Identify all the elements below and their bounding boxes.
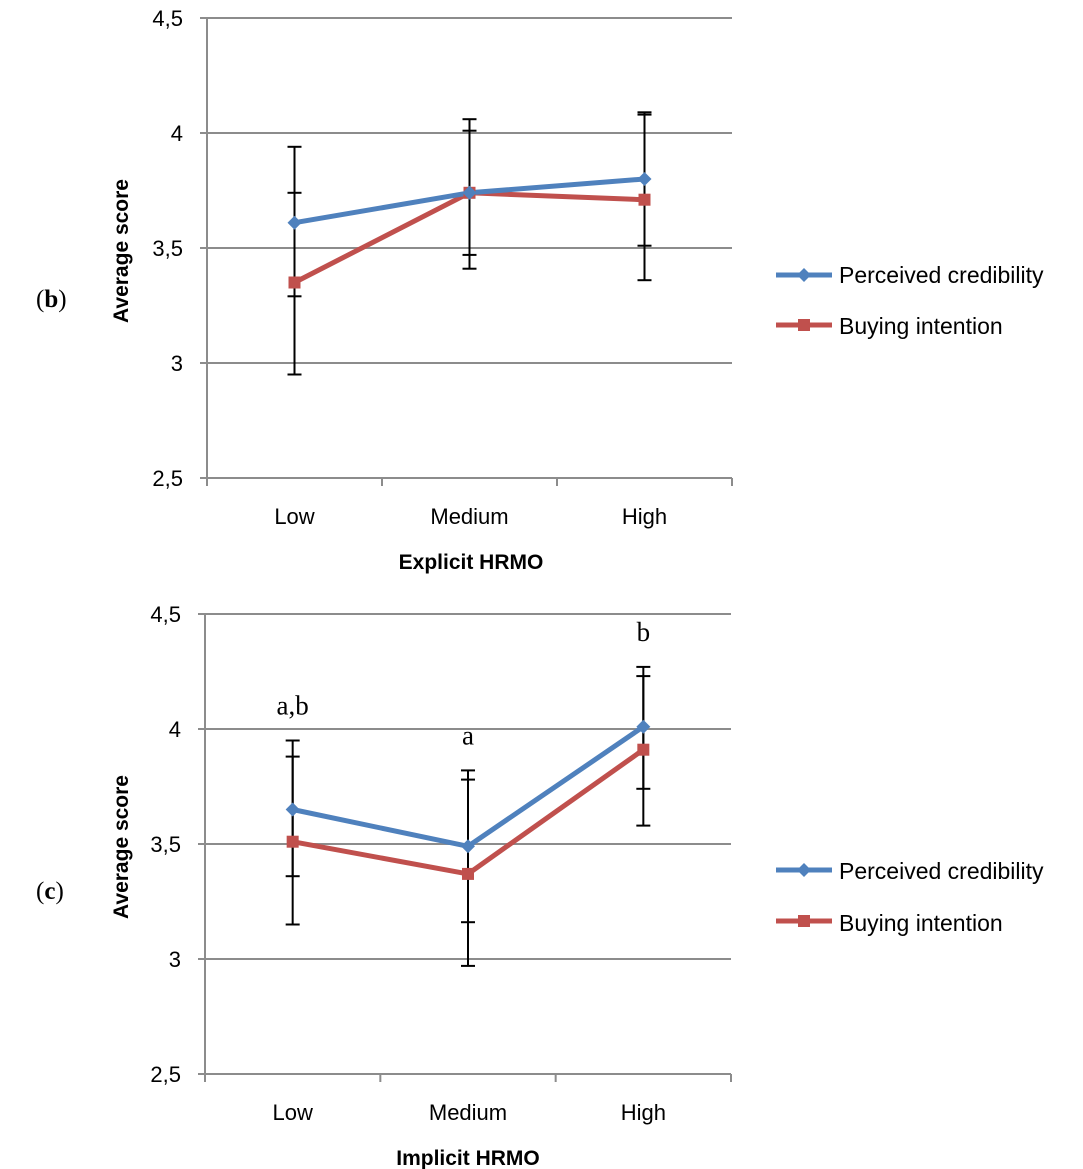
y-axis-title: Average score — [110, 775, 133, 919]
annotations: a,b a b — [277, 617, 651, 751]
y-tick-labels: 2,5 3 3,5 4 4,5 — [152, 6, 183, 491]
y-tick-label: 4 — [169, 717, 181, 742]
error-bars — [285, 665, 651, 967]
legend-marker-diamond — [797, 863, 811, 877]
y-tick-label: 2,5 — [152, 466, 183, 491]
y-tick-label: 3,5 — [150, 832, 181, 857]
data-point-perceived-credibility — [636, 719, 651, 734]
data-point-perceived-credibility — [461, 839, 475, 854]
x-category-label: High — [622, 504, 667, 529]
legend: Perceived credibility Buying intention — [776, 262, 1044, 339]
legend-marker-square — [798, 915, 810, 927]
legend-item-buying-intention: Buying intention — [776, 910, 1003, 936]
error-bars — [287, 111, 652, 376]
legend-marker-square — [798, 319, 810, 331]
chart-panel-c: (c) 2,5 3 3,5 4 4,5 Low Medium High a,b a b Aver… — [36, 602, 1044, 1169]
x-category-label: Medium — [430, 504, 508, 529]
legend-item-perceived-credibility: Perceived credibility — [776, 262, 1044, 288]
legend-label: Buying intention — [839, 313, 1003, 339]
legend-label: Buying intention — [839, 910, 1003, 936]
legend-item-buying-intention: Buying intention — [776, 313, 1003, 339]
data-point-buying-intention — [462, 867, 474, 880]
x-category-label: High — [621, 1100, 666, 1125]
legend-label: Perceived credibility — [839, 262, 1044, 288]
y-tick-label: 3,5 — [152, 236, 183, 261]
legend: Perceived credibility Buying intention — [776, 858, 1044, 936]
axes — [200, 17, 733, 486]
data-point-buying-intention — [638, 193, 651, 206]
panel-label-c: (c) — [36, 878, 64, 905]
y-tick-label: 2,5 — [150, 1062, 181, 1087]
axes — [198, 613, 732, 1082]
data-point-perceived-credibility — [285, 802, 300, 817]
data-point-buying-intention — [286, 835, 299, 848]
data-point-buying-intention — [288, 276, 301, 289]
data-point-perceived-credibility — [462, 185, 477, 200]
x-category-label: Low — [272, 1100, 312, 1125]
y-tick-labels: 2,5 3 3,5 4 4,5 — [150, 602, 181, 1087]
data-point-buying-intention — [637, 743, 650, 756]
x-category-label: Low — [274, 504, 314, 529]
legend-item-perceived-credibility: Perceived credibility — [776, 858, 1044, 884]
legend-marker-diamond — [797, 268, 811, 282]
data-point-perceived-credibility — [287, 215, 302, 230]
significance-annotation: a — [462, 720, 474, 750]
x-axis-title: Explicit HRMO — [399, 551, 544, 574]
y-tick-label: 4 — [171, 121, 183, 146]
y-tick-label: 4,5 — [152, 6, 183, 31]
series-markers — [285, 719, 651, 880]
x-category-labels: Low Medium High — [272, 1100, 665, 1125]
significance-annotation: a,b — [277, 691, 309, 721]
data-point-perceived-credibility — [637, 172, 652, 186]
legend-label: Perceived credibility — [839, 858, 1044, 884]
y-tick-label: 3 — [169, 947, 181, 972]
chart-panel-b: (b) 2,5 3 3,5 4 4,5 Low Medium High Average sc… — [36, 6, 1044, 574]
x-category-label: Medium — [429, 1100, 507, 1125]
x-category-labels: Low Medium High — [274, 504, 667, 529]
series-markers — [287, 172, 652, 289]
x-axis-title: Implicit HRMO — [396, 1147, 540, 1169]
significance-annotation: b — [637, 617, 651, 647]
panel-label-b: (b) — [36, 286, 67, 313]
y-tick-label: 3 — [171, 351, 183, 376]
y-axis-title: Average score — [110, 179, 133, 323]
y-tick-label: 4,5 — [150, 602, 181, 627]
